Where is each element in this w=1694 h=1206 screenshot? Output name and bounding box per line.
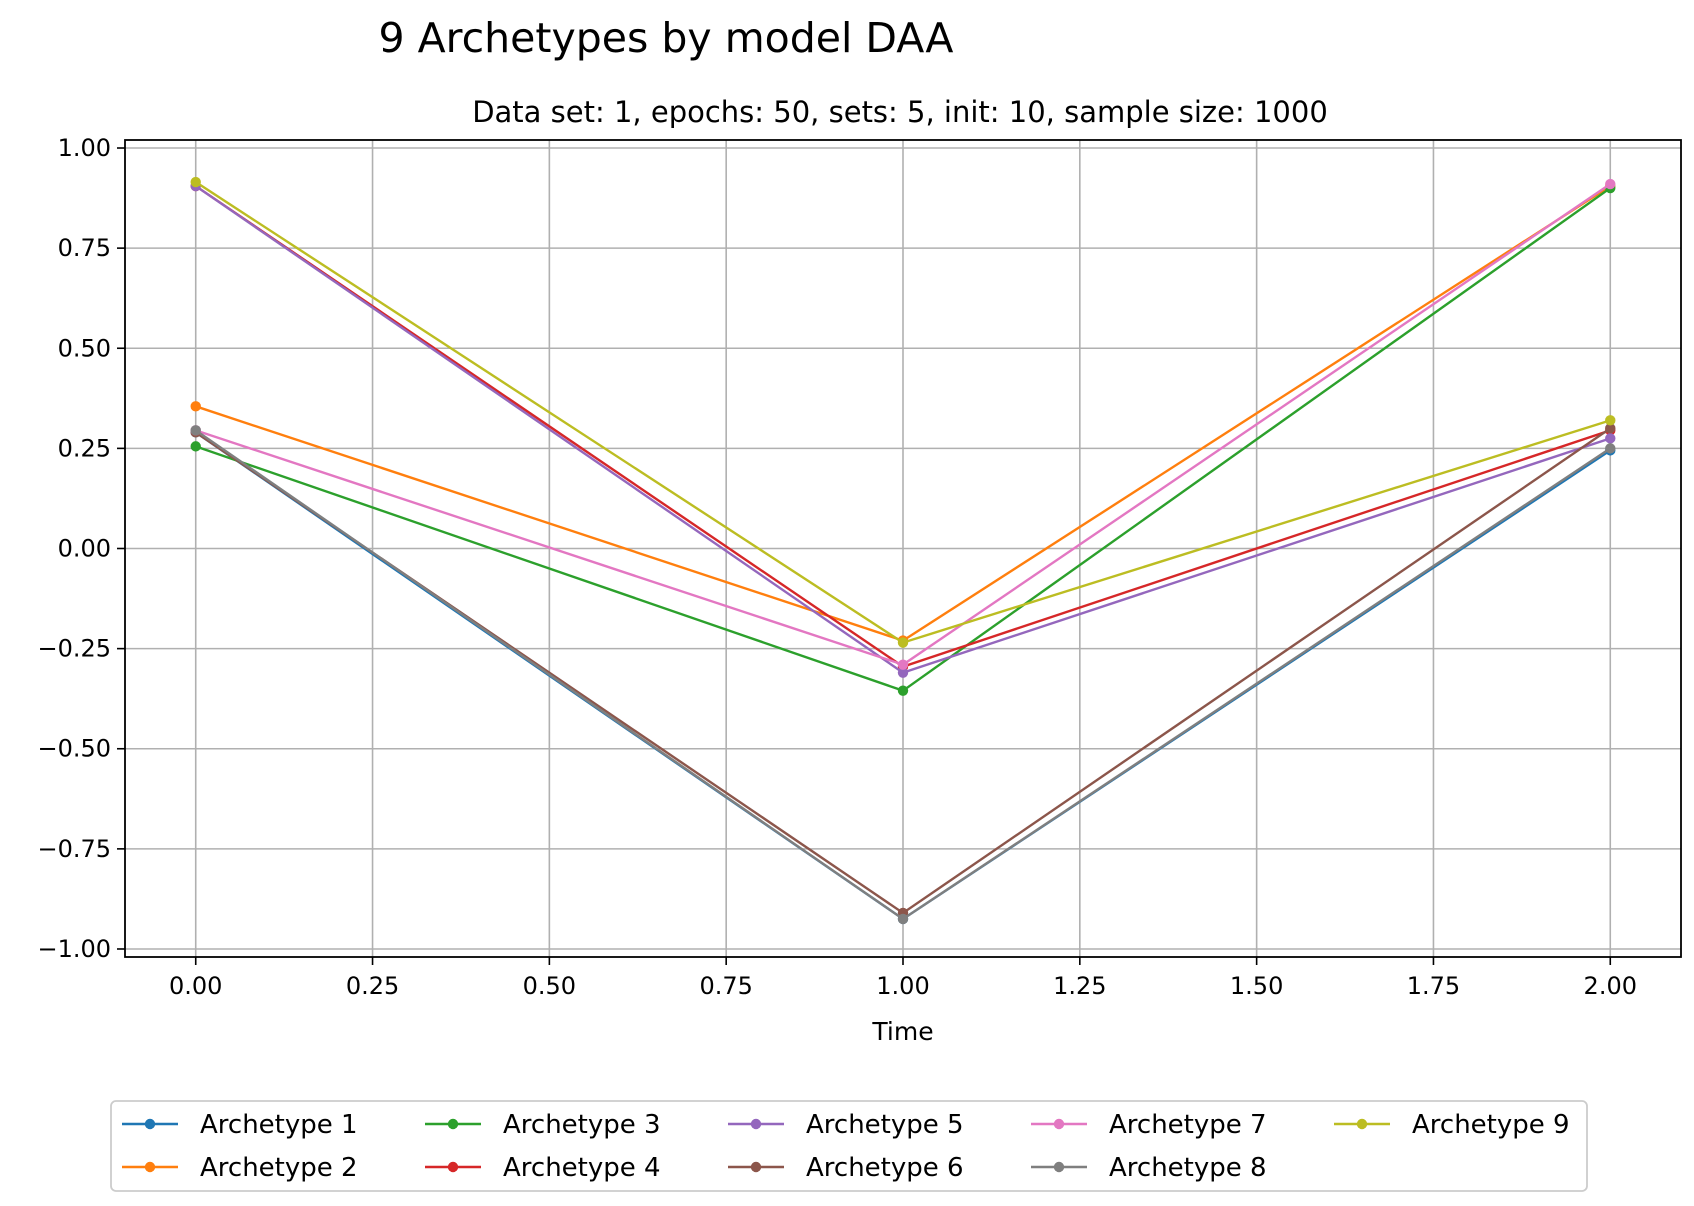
data-point [897,637,909,648]
y-tick-label: 0.25 [58,434,111,462]
legend-label: Archetype 3 [503,1110,661,1140]
legend-label: Archetype 1 [200,1110,358,1140]
series-archetype-8 [190,425,1616,925]
data-point [1605,415,1616,426]
data-point [1605,178,1616,190]
legend-item-archetype-9: Archetype 9 [1334,1110,1570,1140]
data-point [1605,423,1616,434]
x-tick-label: 1.50 [1230,972,1283,1000]
gridlines [125,140,1681,957]
data-point [190,401,201,412]
legend-swatch-marker [447,1118,459,1130]
series-archetype-9 [190,176,1616,648]
legend: Archetype 1 Archetype 2 Archetype 3 Archety… [122,1110,1570,1183]
x-axis-label: Time [871,1017,933,1046]
data-point [897,659,909,670]
data-point [190,441,201,452]
data-point [1605,443,1616,454]
legend-item-archetype-5: Archetype 5 [728,1110,964,1140]
legend-swatch-marker [447,1161,459,1173]
legend-swatch-marker [1356,1118,1368,1130]
legend-item-archetype-4: Archetype 4 [425,1153,661,1183]
x-tick-label: 1.00 [876,972,929,1000]
legend-item-archetype-7: Archetype 7 [1031,1110,1267,1140]
legend-swatch-marker [1053,1161,1065,1173]
legend-swatch-marker [144,1118,156,1130]
x-tick-label: 1.25 [1053,972,1106,1000]
y-tick-label: −1.00 [37,935,111,963]
legend-swatch-marker [750,1118,762,1130]
data-point [1605,433,1616,444]
legend-swatch-marker [750,1161,762,1173]
data-point [897,913,909,925]
y-tick-label: −0.50 [37,735,111,763]
y-tick-label: 0.00 [58,535,111,563]
y-tick-label: 1.00 [58,134,111,162]
legend-label: Archetype 8 [1109,1153,1267,1183]
data-point [897,685,909,696]
data-point [190,425,201,436]
y-tick-label: −0.75 [37,835,111,863]
legend-label: Archetype 9 [1412,1110,1570,1140]
series-lines [190,176,1616,925]
chart-subtitle: Data set: 1, epochs: 50, sets: 5, init: … [472,95,1328,129]
legend-item-archetype-2: Archetype 2 [122,1153,358,1183]
legend-label: Archetype 7 [1109,1110,1267,1140]
legend-label: Archetype 5 [806,1110,964,1140]
x-tick-label: 0.00 [169,972,222,1000]
x-tick-label: 0.75 [699,972,752,1000]
data-point [897,667,909,678]
y-tick-label: 0.75 [58,234,111,262]
y-tick-label: 0.50 [58,334,111,362]
data-point [190,176,201,188]
x-tick-label: 1.75 [1407,972,1460,1000]
legend-label: Archetype 4 [503,1153,661,1183]
legend-item-archetype-6: Archetype 6 [728,1153,964,1183]
series-archetype-5 [190,180,1616,678]
legend-item-archetype-8: Archetype 8 [1031,1153,1267,1183]
legend-swatch-marker [1053,1118,1065,1130]
legend-item-archetype-1: Archetype 1 [122,1110,358,1140]
y-tick-label: −0.25 [37,635,111,663]
legend-item-archetype-3: Archetype 3 [425,1110,661,1140]
legend-label: Archetype 6 [806,1153,964,1183]
legend-label: Archetype 2 [200,1153,358,1183]
x-tick-label: 2.00 [1584,972,1637,1000]
axis-ticks: 0.00 0.25 0.50 0.75 1.00 1.25 1.50 1.75 2.00 1.00… [37,134,1637,1000]
legend-swatch-marker [144,1161,156,1173]
chart-title: 9 Archetypes by model DAA [379,14,954,62]
x-tick-label: 0.50 [523,972,576,1000]
x-tick-label: 0.25 [346,972,399,1000]
